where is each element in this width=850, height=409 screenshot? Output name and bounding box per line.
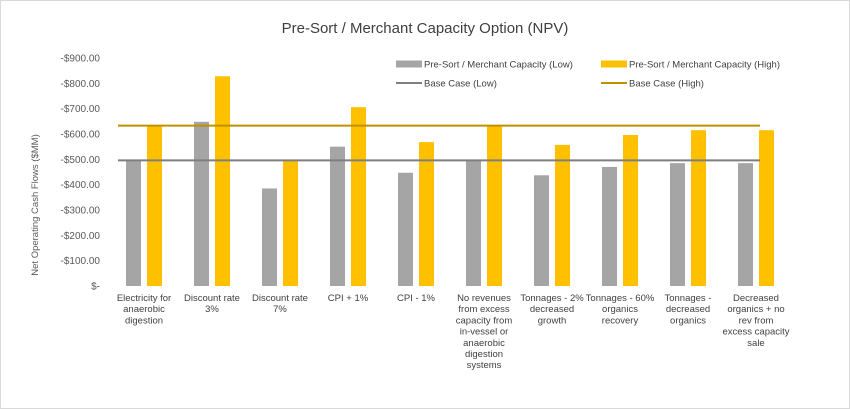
y-tick-label: -$400.00 [61, 180, 101, 191]
y-tick-label: -$800.00 [61, 79, 101, 90]
y-tick-label: -$600.00 [61, 130, 101, 141]
x-axis: Electricity for anaerobic digestion Discoun… [117, 293, 790, 371]
legend-label: Base Case (High) [629, 79, 704, 90]
bar [147, 125, 162, 286]
y-axis-label: Net Operating Cash Flows ($MM) [30, 134, 41, 275]
x-category-label: Tonnages -decreased organics [664, 293, 711, 326]
y-tick-label: -$100.00 [61, 256, 101, 267]
x-category-label: CPI - 1% [397, 293, 436, 304]
legend-swatch [601, 60, 627, 68]
legend-label: Pre-Sort / Merchant Capacity (High) [629, 60, 780, 71]
reference-lines [118, 124, 760, 162]
bar [419, 142, 434, 286]
bar [759, 130, 774, 286]
bar [466, 160, 481, 286]
x-category-label: CPI + 1% [328, 293, 369, 304]
x-category-label: Tonnages - 2% decreased growth [520, 293, 584, 326]
y-tick-label: -$700.00 [61, 104, 101, 115]
y-tick-label: $- [91, 282, 100, 293]
y-tick-label: -$500.00 [61, 155, 101, 166]
bar [398, 172, 413, 286]
bar [283, 160, 298, 286]
bars [126, 76, 774, 287]
bar [738, 163, 753, 286]
bar [623, 135, 638, 286]
bar [670, 163, 685, 286]
bar [330, 146, 345, 286]
bar [126, 160, 141, 286]
y-tick-label: -$300.00 [61, 206, 101, 217]
chart-title: Pre-Sort / Merchant Capacity Option (NPV… [282, 20, 569, 37]
bar [534, 175, 549, 286]
bar [691, 130, 706, 286]
x-category-label: Tonnages - 60% organics recovery [586, 293, 655, 326]
legend: Pre-Sort / Merchant Capacity (Low) Pre-So… [396, 60, 780, 90]
legend-label: Base Case (Low) [424, 79, 497, 90]
x-category-label: Decreased organics + no rev from excess cap… [722, 293, 789, 349]
x-category-label: Discount rate 7% [252, 293, 308, 315]
x-category-label: Electricity for anaerobic digestion [117, 293, 171, 326]
bar [487, 126, 502, 287]
bar [194, 121, 209, 286]
y-tick-label: -$900.00 [61, 54, 101, 65]
y-tick-label: -$200.00 [61, 231, 101, 242]
bar [602, 166, 617, 286]
bar [351, 107, 366, 286]
x-category-label: No revenues from excess capacity from in-ve… [456, 293, 513, 371]
legend-swatch [396, 60, 422, 68]
y-axis: $- -$100.00 -$200.00 -$300.00 -$400.00 -$500.… [61, 54, 101, 293]
bar [215, 76, 230, 287]
bar [555, 144, 570, 286]
x-category-label: Discount rate 3% [184, 293, 240, 315]
bar [262, 188, 277, 286]
legend-label: Pre-Sort / Merchant Capacity (Low) [424, 60, 573, 71]
